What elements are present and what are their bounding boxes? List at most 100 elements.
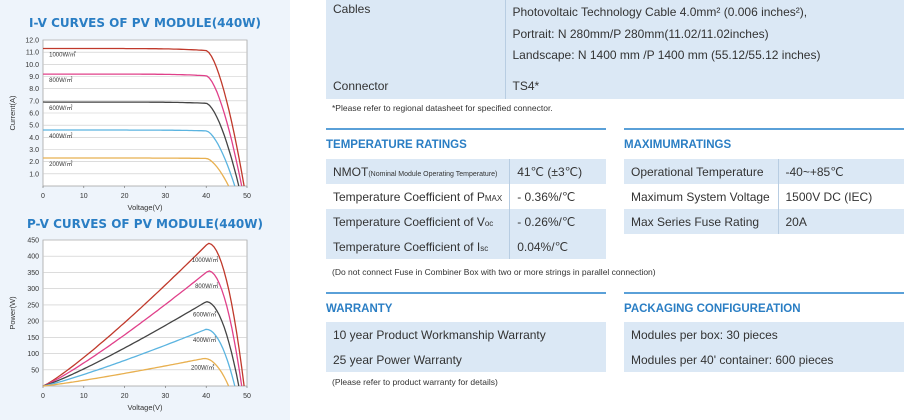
temperature-table: NMOT(Nominal Module Operating Temperatur… xyxy=(326,159,606,259)
iv-chart-title: I-V CURVES OF PV MODULE(440W) xyxy=(29,16,261,30)
nmot-label-small: (Nominal Module Operating Temperature) xyxy=(368,170,498,178)
y-axis-label: Current(A) xyxy=(8,95,17,131)
x-axis-label: Voltage(V) xyxy=(127,403,163,412)
warranty-rule xyxy=(326,292,606,294)
x-tick-label: 50 xyxy=(243,393,251,400)
series-line-1 xyxy=(43,73,243,187)
x-tick-label: 20 xyxy=(121,193,129,200)
series-line-3 xyxy=(43,129,236,187)
x-tick-label: 50 xyxy=(243,193,251,200)
y-tick-label: 50 xyxy=(31,367,39,374)
packaging-row: Modules per box: 30 pieces xyxy=(624,322,904,347)
cables-line-1: Photovoltaic Technology Cable 4.0mm² (0.… xyxy=(512,5,808,19)
temperature-rule xyxy=(326,128,606,130)
y-tick-label: 250 xyxy=(27,302,39,309)
pmax-label: Temperature Coefficient of P xyxy=(333,189,485,204)
y-tick-label: 1.0 xyxy=(29,171,39,178)
max-ratings-rule xyxy=(624,128,904,130)
series-line-1 xyxy=(42,270,243,387)
isc-sub: sc xyxy=(480,243,489,253)
iv-chart: 1.0 2.0 3.0 4.0 5.0 6.0 7.0 8.0 9.0 10.0 11.0 12.0 0… xyxy=(8,38,251,213)
y-tick-label: 400 xyxy=(27,254,39,261)
y-tick-label: 150 xyxy=(27,335,39,342)
packaging-title: PACKAGING CONFIGUREATION xyxy=(624,303,801,315)
y-tick-label: 3.0 xyxy=(29,147,39,154)
connector-value: TS4* xyxy=(505,73,904,99)
x-tick-label: 20 xyxy=(121,393,129,400)
max-ratings-row: Maximum System Voltage 1500V DC (IEC) xyxy=(624,184,904,209)
max-ratings-value: 1500V DC (IEC) xyxy=(785,189,873,204)
y-tick-label: 2.0 xyxy=(29,159,39,166)
connector-note: *Please refer to regional datasheet for … xyxy=(332,103,553,113)
packaging-item: Modules per box: 30 pieces xyxy=(624,322,904,347)
warranty-item: 10 year Product Workmanship Warranty xyxy=(326,322,606,347)
series-line-4 xyxy=(43,157,230,187)
y-tick-label: 450 xyxy=(27,238,39,245)
y-tick-label: 4.0 xyxy=(29,135,39,142)
pv-chart-title: P-V CURVES OF PV MODULE(440W) xyxy=(26,217,264,231)
y-tick-label: 10.0 xyxy=(25,62,39,69)
max-ratings-label: Maximum System Voltage xyxy=(624,184,779,209)
series-line-4 xyxy=(42,357,230,387)
series-label-4: 200W/㎡ xyxy=(49,160,72,168)
series-label-1: 800W/㎡ xyxy=(49,76,72,84)
y-tick-label: 7.0 xyxy=(29,98,39,105)
packaging-table: Modules per box: 30 pieces Modules per 4… xyxy=(624,322,904,372)
max-ratings-row: Max Series Fuse Rating 20A xyxy=(624,209,904,234)
max-ratings-value: -40~+85℃ xyxy=(778,159,904,184)
x-axis-label: Voltage(V) xyxy=(127,203,163,212)
cables-line-2: Portrait: N 280mm/P 280mm(11.02/11.02inc… xyxy=(512,26,769,41)
voc-value: - 0.26%/℃ xyxy=(509,209,606,234)
connector-label: Connector xyxy=(326,73,506,99)
series-line-3 xyxy=(42,328,236,387)
x-tick-label: 40 xyxy=(202,193,210,200)
series-line-2 xyxy=(42,301,240,387)
series-label-1: 800W/㎡ xyxy=(195,282,218,290)
y-axis-label: Power(W) xyxy=(8,296,17,330)
warranty-note: (Please refer to product warranty for de… xyxy=(332,377,498,387)
fuse-note: (Do not connect Fuse in Combiner Box wit… xyxy=(332,267,656,277)
temperature-row: Temperature Coefficient of Isc 0.04%/℃ xyxy=(326,234,606,259)
voc-sub: oc xyxy=(484,218,494,228)
warranty-row: 10 year Product Workmanship Warranty xyxy=(326,322,606,347)
series-label-2: 600W/㎡ xyxy=(193,311,216,319)
cables-label: Cables xyxy=(326,0,506,67)
warranty-title: WARRANTY xyxy=(326,303,393,315)
max-ratings-table: Operational Temperature -40~+85℃ Maximum… xyxy=(624,159,904,234)
cables-line-3: Landscape: N 1400 mm /P 1400 mm (55.12/5… xyxy=(512,48,821,62)
packaging-item: Modules per 40' container: 600 pieces xyxy=(624,347,904,372)
max-ratings-title: MAXIMUMRATINGS xyxy=(624,139,732,151)
cables-connector-table: Cables Photovoltaic Technology Cable 4.0… xyxy=(326,0,904,99)
series-label-0: 1000W/㎡ xyxy=(192,256,219,264)
x-tick-label: 10 xyxy=(80,193,88,200)
temperature-row: Temperature Coefficient of PMAX - 0.36%/… xyxy=(326,184,606,209)
series-line-2 xyxy=(42,101,240,187)
series-label-3: 400W/㎡ xyxy=(193,336,216,344)
pv-chart: 50 100 150 200 250 300 350 400 450 0 10 20 30 40 50 Vol… xyxy=(8,238,251,413)
max-ratings-label: Operational Temperature xyxy=(624,159,779,184)
y-tick-label: 350 xyxy=(27,270,39,277)
max-ratings-row: Operational Temperature -40~+85℃ xyxy=(624,159,904,184)
y-tick-label: 200 xyxy=(27,319,39,326)
nmot-label: NMOT xyxy=(333,164,369,179)
x-tick-label: 0 xyxy=(41,193,45,200)
temperature-row: NMOT(Nominal Module Operating Temperatur… xyxy=(326,159,606,184)
connector-row: Connector TS4* xyxy=(326,73,904,99)
charts-panel: I-V CURVES OF PV MODULE(440W) 1.0 2.0 3.0 4… xyxy=(0,0,290,420)
warranty-row: 25 year Power Warranty xyxy=(326,347,606,372)
y-tick-label: 300 xyxy=(27,286,39,293)
voc-label: Temperature Coefficient of V xyxy=(333,214,485,229)
temperature-row: Temperature Coefficient of Voc - 0.26%/℃ xyxy=(326,209,606,234)
y-tick-label: 5.0 xyxy=(29,123,39,130)
series-label-2: 600W/㎡ xyxy=(49,104,72,112)
series-label-0: 1000W/㎡ xyxy=(49,51,76,59)
series-label-4: 200W/㎡ xyxy=(191,363,214,371)
y-tick-label: 6.0 xyxy=(29,111,39,118)
series-label-3: 400W/㎡ xyxy=(49,132,72,140)
max-ratings-value: 20A xyxy=(778,209,904,234)
y-tick-label: 100 xyxy=(27,351,39,358)
warranty-item: 25 year Power Warranty xyxy=(326,347,606,372)
cables-row: Cables Photovoltaic Technology Cable 4.0… xyxy=(326,0,904,67)
temperature-title: TEMPERATURE RATINGS xyxy=(326,139,467,151)
x-tick-label: 30 xyxy=(162,393,170,400)
